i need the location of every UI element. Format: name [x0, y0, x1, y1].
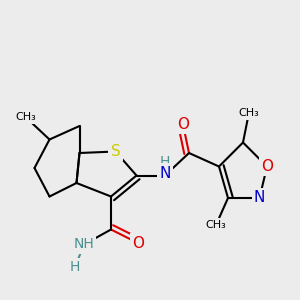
- Text: CH₃: CH₃: [206, 220, 226, 230]
- Text: CH₃: CH₃: [15, 112, 36, 122]
- Text: CH₃: CH₃: [238, 107, 260, 118]
- Text: O: O: [261, 159, 273, 174]
- Text: S: S: [111, 144, 120, 159]
- Text: H: H: [70, 260, 80, 274]
- Text: H: H: [160, 155, 170, 169]
- Text: N: N: [254, 190, 265, 206]
- Text: O: O: [177, 117, 189, 132]
- Text: O: O: [132, 236, 144, 250]
- Text: NH: NH: [74, 238, 94, 251]
- Text: N: N: [159, 166, 171, 181]
